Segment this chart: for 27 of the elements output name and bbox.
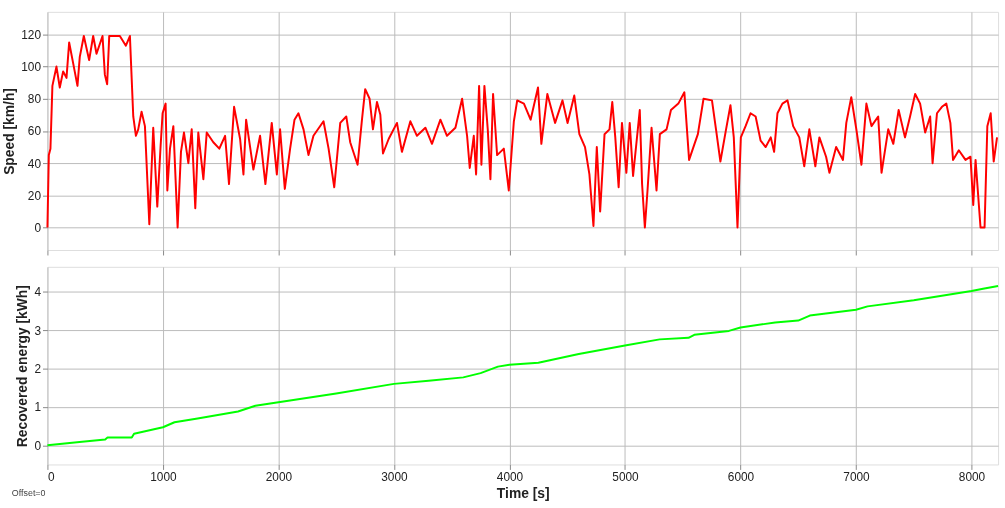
y-tick-label: 40: [27, 156, 42, 171]
y-tick-label: 3: [34, 323, 42, 338]
line-series: [46, 35, 999, 229]
x-tick-label: 4000: [496, 469, 524, 484]
text: Offset=0: [11, 488, 46, 499]
x-tick-label: 0: [47, 469, 55, 484]
y-axis-title: Speed [km/h]: [1, 88, 18, 175]
x-tick-label: 1000: [150, 469, 178, 484]
line-series: [46, 285, 1000, 447]
y-axis-title: Recovered energy [kWh]: [14, 285, 31, 448]
y-tick-label: 100: [21, 60, 42, 75]
y-tick-label: 20: [27, 188, 42, 203]
y-tick-label: 1: [34, 400, 42, 415]
x-tick-label: 3000: [381, 469, 409, 484]
y-tick-label: 120: [21, 27, 42, 42]
y-tick-label: 2: [34, 361, 42, 376]
y-tick-label: 4: [34, 285, 42, 300]
x-axis-title: Time [s]: [496, 484, 550, 501]
y-tick-label: 0: [34, 220, 42, 235]
y-tick-label: 80: [27, 92, 42, 107]
y-tick-label: 60: [27, 124, 42, 139]
x-tick-label: 7000: [843, 469, 871, 484]
x-tick-label: 6000: [727, 469, 755, 484]
x-tick-label: 8000: [958, 469, 986, 484]
x-tick-label: 2000: [265, 469, 293, 484]
x-tick-label: 5000: [612, 469, 640, 484]
y-tick-label: 0: [34, 438, 42, 453]
